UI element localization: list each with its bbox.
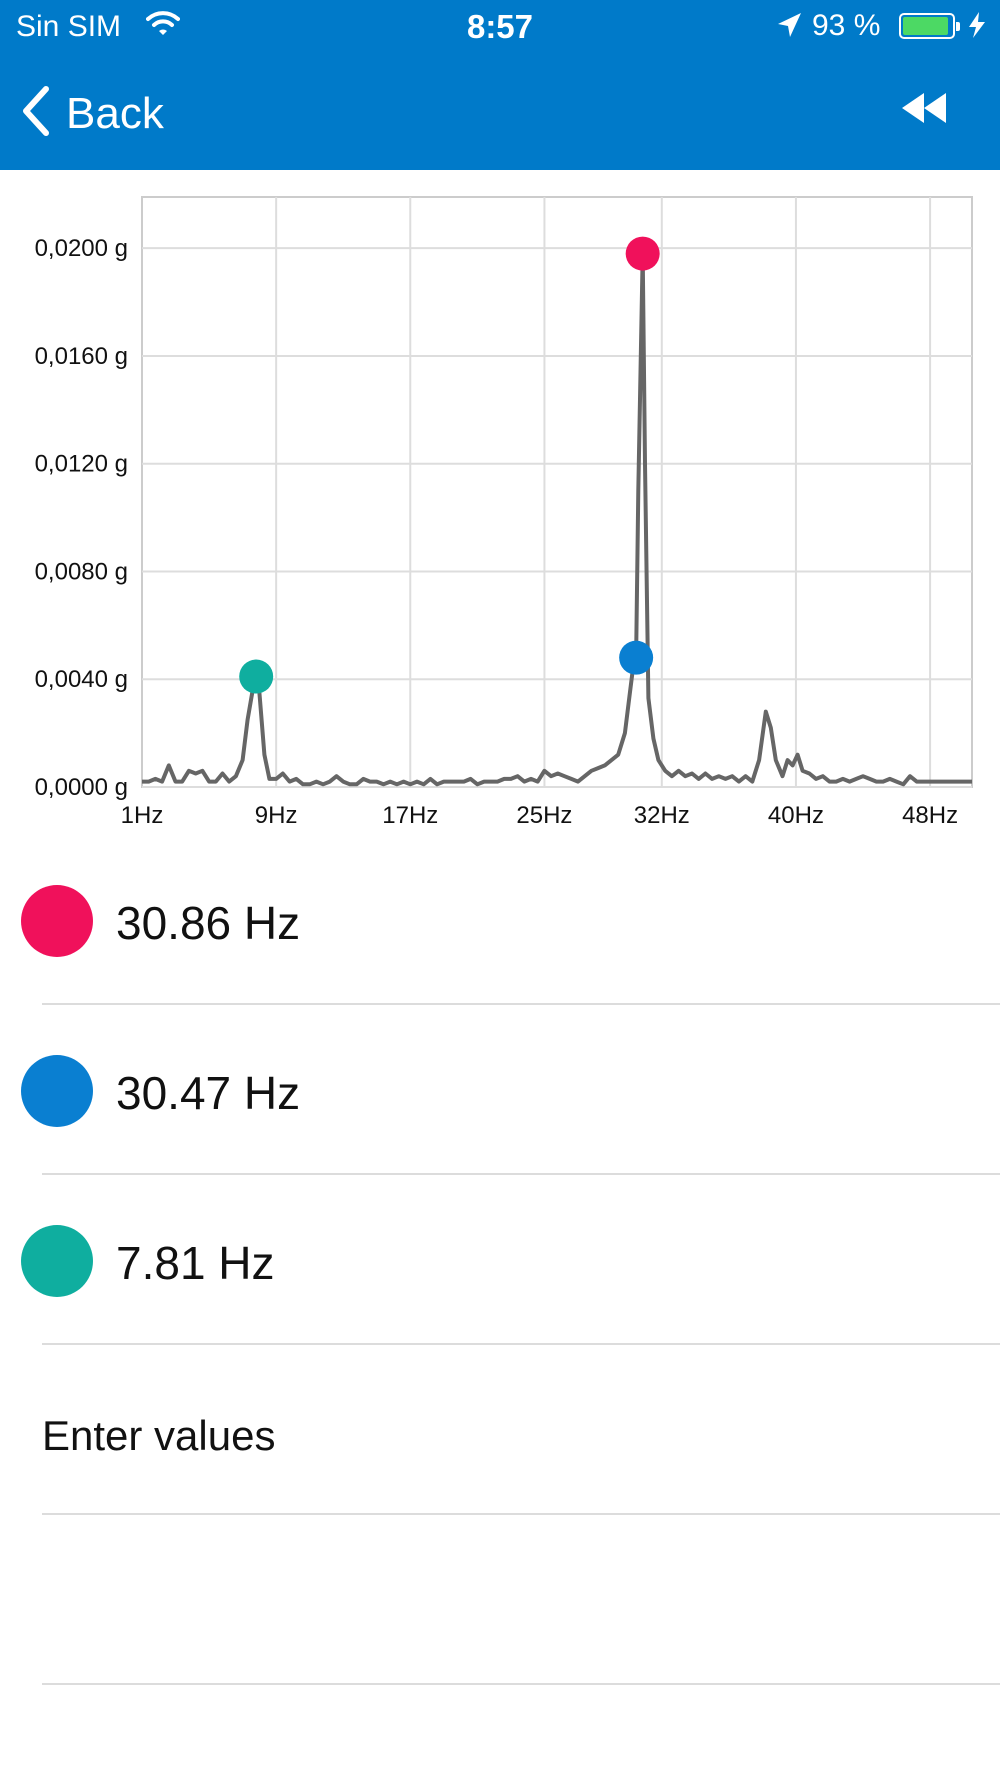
peak-marker-1 (625, 236, 660, 271)
row-divider (42, 1513, 1000, 1515)
peak-frequency: 7.81 Hz (116, 1237, 275, 1289)
x-tick-label: 9Hz (255, 802, 298, 829)
x-tick-label: 40Hz (768, 802, 824, 829)
peak-marker-3 (239, 659, 274, 694)
battery-icon (899, 13, 960, 39)
peak-row-1[interactable]: 30.86 Hz (0, 850, 1000, 1020)
rewind-button[interactable] (900, 91, 948, 130)
peak-list: 30.86 Hz 30.47 Hz 7.81 Hz Enter values (0, 850, 1000, 1700)
peak-color-dot (21, 1055, 93, 1127)
back-button[interactable]: Back (20, 85, 164, 142)
row-divider (42, 1173, 1000, 1175)
charging-bolt-icon (966, 10, 988, 48)
spectrum-line (142, 251, 972, 787)
x-tick-label: 48Hz (902, 802, 958, 829)
peak-frequency: 30.47 Hz (116, 1067, 301, 1119)
location-arrow-icon (775, 10, 803, 48)
y-tick-label: 0,0160 g (35, 343, 128, 370)
peak-color-dot (21, 885, 93, 957)
row-divider (42, 1003, 1000, 1005)
rewind-icon (900, 93, 948, 129)
enter-values-label: Enter values (42, 1412, 276, 1459)
y-tick-labels: 0,0000 g 0,0040 g 0,0080 g 0,0120 g 0,0160 g… (35, 235, 128, 801)
row-divider (42, 1683, 1000, 1685)
x-tick-labels: 1Hz 9Hz 17Hz 25Hz 32Hz 40Hz 48Hz (121, 802, 958, 829)
chart-grid (141, 196, 973, 788)
empty-row (0, 1530, 1000, 1700)
carrier-label: Sin SIM (16, 10, 122, 43)
wifi-icon (146, 8, 180, 46)
battery-percent: 93 % (812, 9, 881, 42)
peak-row-3[interactable]: 7.81 Hz (0, 1190, 1000, 1360)
y-tick-label: 0,0040 g (35, 666, 128, 693)
y-tick-label: 0,0000 g (35, 774, 128, 801)
y-tick-label: 0,0080 g (35, 558, 128, 585)
chart-svg: 0,0000 g 0,0040 g 0,0080 g 0,0120 g 0,0160 g… (35, 196, 973, 829)
clock: 8:57 (466, 8, 534, 45)
peak-frequency: 30.86 Hz (116, 897, 301, 949)
peak-color-dot (21, 1225, 93, 1297)
plot-border (141, 196, 973, 788)
x-tick-label: 32Hz (634, 802, 690, 829)
peak-markers (239, 236, 660, 694)
chevron-left-icon (20, 85, 52, 142)
x-tick-label: 25Hz (516, 802, 572, 829)
frequency-spectrum-chart: 0,0000 g 0,0040 g 0,0080 g 0,0120 g 0,0160 g… (0, 170, 1000, 850)
peak-row-2[interactable]: 30.47 Hz (0, 1020, 1000, 1190)
back-label: Back (66, 88, 164, 138)
x-tick-label: 1Hz (121, 802, 164, 829)
x-tick-label: 17Hz (382, 802, 438, 829)
enter-values-row[interactable]: Enter values (0, 1360, 1000, 1530)
y-tick-label: 0,0200 g (35, 235, 128, 262)
status-bar: Sin SIM 8:57 93 % (0, 0, 1000, 55)
y-tick-label: 0,0120 g (35, 451, 128, 478)
row-divider (42, 1343, 1000, 1345)
navigation-bar: Back (0, 55, 1000, 170)
peak-marker-2 (619, 640, 654, 675)
